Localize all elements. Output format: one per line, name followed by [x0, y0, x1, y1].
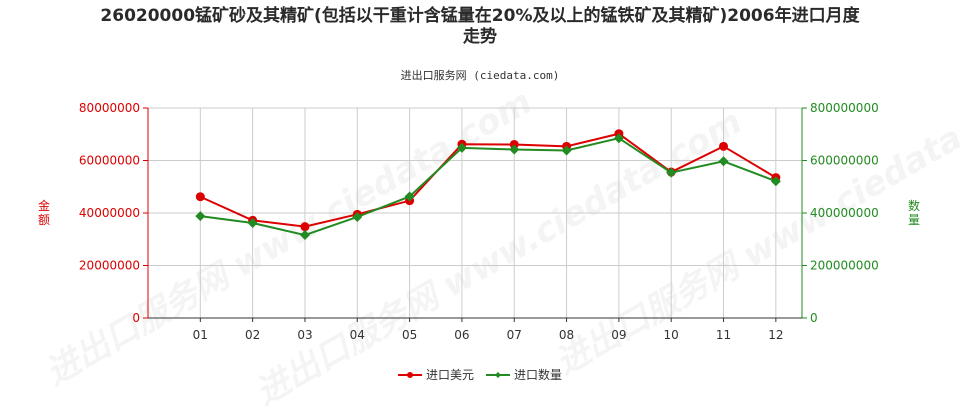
legend-label: 进口数量 — [514, 367, 562, 382]
series-point-1 — [195, 192, 205, 202]
series-point-2 — [770, 176, 781, 187]
left-axis-tick-label: 20000000 — [79, 259, 140, 273]
left-axis-title: 金 — [38, 198, 50, 213]
series-point-2 — [299, 230, 310, 241]
series-point-2 — [613, 133, 624, 144]
left-axis-title: 额 — [38, 213, 50, 227]
left-axis-tick-label: 0 — [132, 311, 140, 325]
left-axis-tick-label: 80000000 — [79, 101, 140, 115]
x-axis-tick-label: 03 — [297, 328, 312, 342]
right-axis-tick-label: 0 — [810, 311, 818, 325]
x-axis-tick-label: 05 — [402, 328, 417, 342]
series-point-2 — [195, 211, 206, 222]
right-axis-tick-label: 600000000 — [810, 154, 879, 168]
chart-title-line1: 26020000锰矿砂及其精矿(包括以干重计含锰量在20%及以上的锰铁矿及其精矿… — [100, 6, 860, 26]
x-axis-tick-label: 10 — [664, 328, 679, 342]
right-axis-tick-label: 200000000 — [810, 259, 879, 273]
series-point-2 — [456, 142, 467, 153]
series-point-2 — [509, 144, 520, 155]
legend-label: 进口美元 — [426, 368, 474, 382]
right-axis-title: 量 — [908, 213, 920, 227]
chart-subtitle: 进出口服务网 (ciedata.com) — [400, 69, 560, 82]
x-axis-tick-label: 06 — [454, 328, 469, 342]
x-axis-tick-label: 02 — [245, 328, 260, 342]
right-axis-tick-label: 800000000 — [810, 101, 879, 115]
left-axis-tick-label: 60000000 — [79, 154, 140, 168]
x-axis-tick-label: 08 — [559, 328, 574, 342]
right-axis-title: 数 — [908, 198, 920, 213]
series-point-2 — [666, 167, 677, 178]
series-point-1 — [300, 222, 310, 232]
x-axis-tick-label: 01 — [193, 328, 208, 342]
series-point-2 — [718, 156, 729, 167]
legend-swatch-marker — [495, 372, 501, 378]
chart-title: 26020000锰矿砂及其精矿(包括以干重计含锰量在20%及以上的锰铁矿及其精矿… — [0, 6, 960, 48]
x-axis-tick-label: 11 — [716, 328, 731, 342]
right-axis-tick-label: 400000000 — [810, 206, 879, 220]
series-point-2 — [247, 217, 258, 228]
series-point-2 — [561, 145, 572, 156]
x-axis-tick-label: 12 — [768, 328, 783, 342]
x-axis-tick-label: 04 — [350, 328, 365, 342]
x-axis-tick-label: 09 — [611, 328, 626, 342]
series-point-2 — [352, 211, 363, 222]
series-line-2 — [200, 137, 777, 237]
left-axis-tick-label: 40000000 — [79, 206, 140, 220]
series-line-1 — [199, 132, 777, 228]
legend-swatch-marker — [407, 372, 413, 378]
chart-title-line2: 走势 — [463, 27, 497, 47]
series-point-1 — [719, 141, 729, 151]
chart-svg: 0200000004000000060000000800000000200000… — [38, 101, 920, 382]
x-axis-tick-label: 07 — [507, 328, 522, 342]
series-point-2 — [404, 191, 415, 202]
